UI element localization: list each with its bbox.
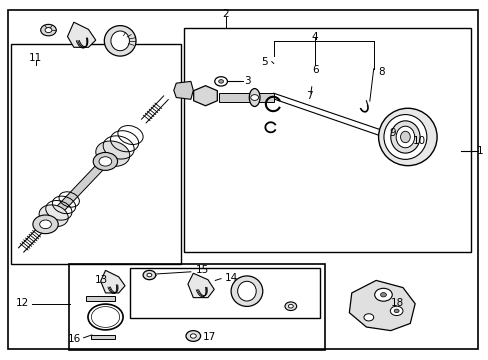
Text: 18: 18 (390, 298, 403, 308)
Bar (69, 264, 325, 350)
Text: 9: 9 (388, 129, 395, 138)
Ellipse shape (383, 114, 426, 159)
Polygon shape (173, 81, 193, 99)
Text: 8: 8 (378, 67, 385, 77)
Ellipse shape (96, 141, 129, 166)
Text: 7: 7 (305, 91, 312, 101)
Circle shape (147, 273, 152, 277)
Circle shape (33, 215, 58, 234)
Text: 4: 4 (311, 32, 318, 41)
Circle shape (380, 293, 386, 297)
Ellipse shape (237, 281, 256, 301)
Circle shape (389, 306, 402, 316)
Ellipse shape (231, 276, 262, 306)
Text: 3: 3 (244, 76, 250, 86)
Circle shape (288, 305, 293, 308)
Circle shape (285, 302, 296, 311)
Ellipse shape (249, 89, 260, 107)
Circle shape (363, 314, 373, 321)
Ellipse shape (400, 131, 409, 143)
Text: 5: 5 (261, 57, 267, 67)
Ellipse shape (390, 121, 419, 153)
Circle shape (190, 334, 196, 338)
Circle shape (185, 330, 200, 341)
Circle shape (99, 157, 111, 166)
Bar (130, 268, 320, 318)
Circle shape (41, 24, 56, 36)
Circle shape (143, 270, 156, 280)
Text: 16: 16 (68, 333, 81, 343)
Text: 17: 17 (203, 332, 216, 342)
Bar (183, 28, 470, 252)
Polygon shape (39, 162, 105, 231)
Circle shape (218, 80, 223, 83)
Text: 15: 15 (195, 265, 208, 275)
Bar (11, 44, 181, 264)
Text: 1: 1 (476, 146, 483, 156)
Bar (91, 334, 115, 339)
Text: 13: 13 (95, 275, 108, 285)
Text: 14: 14 (224, 273, 238, 283)
Ellipse shape (378, 108, 436, 166)
Circle shape (374, 288, 391, 301)
Bar (86, 296, 115, 301)
Ellipse shape (395, 126, 414, 148)
Circle shape (40, 220, 51, 229)
Text: 2: 2 (222, 9, 229, 19)
Circle shape (214, 77, 227, 86)
Circle shape (250, 95, 258, 100)
Bar (219, 93, 273, 102)
Circle shape (45, 28, 52, 33)
Polygon shape (67, 22, 96, 47)
Text: 10: 10 (412, 136, 425, 145)
Text: 11: 11 (28, 53, 41, 63)
Polygon shape (193, 86, 217, 106)
Circle shape (93, 152, 117, 170)
Circle shape (179, 87, 187, 94)
Polygon shape (348, 280, 414, 330)
Ellipse shape (39, 205, 68, 227)
Text: 12: 12 (16, 298, 29, 308)
Ellipse shape (104, 26, 136, 56)
Circle shape (393, 309, 398, 313)
Polygon shape (187, 273, 214, 298)
Text: 6: 6 (311, 64, 318, 75)
Polygon shape (101, 270, 125, 293)
Ellipse shape (111, 31, 129, 51)
